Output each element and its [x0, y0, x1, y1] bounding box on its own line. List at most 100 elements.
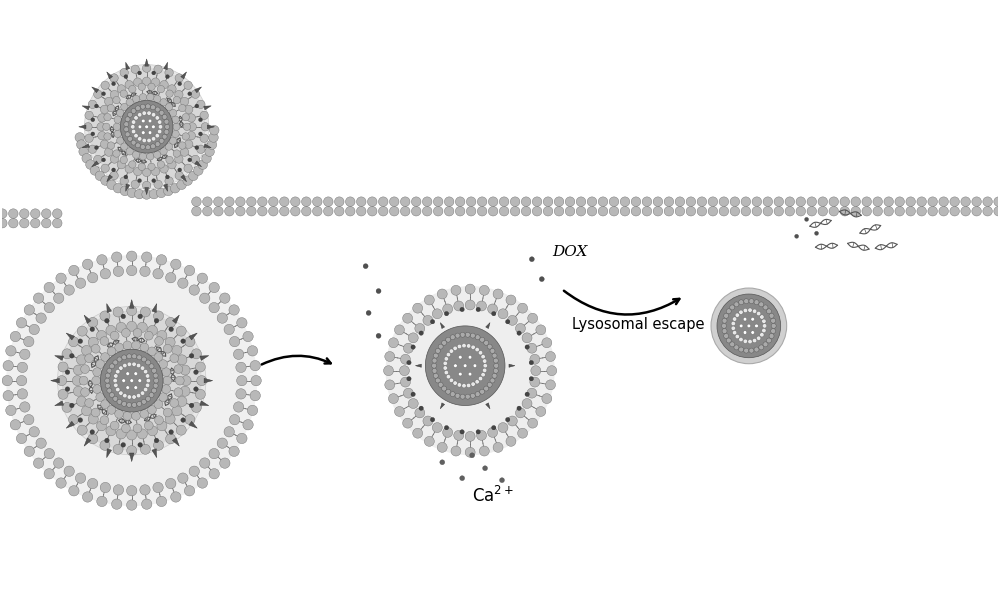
Circle shape	[152, 178, 156, 183]
Circle shape	[117, 160, 126, 169]
Circle shape	[457, 383, 462, 387]
Circle shape	[763, 305, 768, 310]
Circle shape	[168, 85, 176, 93]
Circle shape	[250, 391, 260, 401]
Circle shape	[465, 394, 470, 399]
Circle shape	[140, 409, 149, 418]
Circle shape	[620, 206, 630, 216]
Circle shape	[490, 378, 495, 383]
Circle shape	[138, 125, 142, 129]
Circle shape	[527, 388, 537, 398]
Circle shape	[115, 343, 123, 352]
Circle shape	[460, 430, 464, 434]
Circle shape	[493, 289, 503, 299]
Circle shape	[664, 197, 674, 206]
Circle shape	[482, 359, 487, 363]
Circle shape	[419, 406, 423, 410]
Circle shape	[774, 197, 784, 206]
Circle shape	[155, 116, 159, 120]
Circle shape	[403, 343, 413, 353]
Circle shape	[576, 206, 586, 216]
Circle shape	[751, 331, 754, 334]
Circle shape	[132, 341, 140, 350]
Circle shape	[247, 405, 258, 415]
Circle shape	[132, 354, 137, 359]
Circle shape	[884, 197, 893, 206]
Circle shape	[170, 183, 180, 193]
Circle shape	[147, 94, 154, 101]
Circle shape	[744, 348, 749, 353]
Circle shape	[121, 314, 126, 319]
Circle shape	[110, 155, 119, 163]
Circle shape	[109, 364, 114, 369]
Circle shape	[134, 78, 142, 87]
Circle shape	[476, 430, 480, 434]
Circle shape	[950, 206, 959, 216]
Circle shape	[195, 145, 199, 150]
Polygon shape	[509, 364, 515, 367]
Circle shape	[24, 305, 34, 315]
Circle shape	[97, 496, 107, 507]
Circle shape	[807, 206, 817, 216]
Circle shape	[113, 266, 124, 276]
Circle shape	[466, 344, 471, 348]
Circle shape	[906, 197, 915, 206]
Circle shape	[917, 206, 926, 216]
Circle shape	[487, 344, 492, 349]
Circle shape	[724, 334, 729, 338]
Circle shape	[521, 197, 531, 206]
Circle shape	[117, 399, 122, 404]
Circle shape	[438, 344, 443, 349]
Circle shape	[29, 325, 39, 335]
Circle shape	[196, 137, 205, 146]
Circle shape	[188, 92, 192, 96]
Circle shape	[151, 112, 156, 117]
Circle shape	[236, 389, 246, 399]
Circle shape	[94, 155, 102, 163]
Circle shape	[536, 406, 546, 416]
Circle shape	[542, 394, 552, 403]
Circle shape	[147, 153, 154, 160]
Circle shape	[100, 269, 111, 279]
Circle shape	[972, 206, 981, 216]
Circle shape	[125, 132, 130, 137]
Circle shape	[157, 421, 167, 431]
Circle shape	[173, 150, 180, 157]
Circle shape	[175, 155, 183, 163]
Polygon shape	[152, 304, 157, 313]
Circle shape	[136, 177, 145, 187]
Circle shape	[148, 177, 157, 187]
Circle shape	[144, 421, 153, 430]
Circle shape	[481, 373, 485, 377]
Circle shape	[450, 335, 455, 340]
Circle shape	[130, 379, 134, 382]
Circle shape	[482, 368, 487, 373]
Circle shape	[179, 142, 186, 149]
Polygon shape	[486, 323, 490, 329]
Circle shape	[394, 406, 404, 416]
Circle shape	[388, 338, 398, 348]
Circle shape	[732, 331, 737, 335]
Polygon shape	[486, 403, 490, 409]
Circle shape	[487, 382, 492, 387]
Circle shape	[6, 405, 16, 415]
Circle shape	[528, 418, 538, 428]
Circle shape	[389, 197, 399, 206]
Circle shape	[250, 361, 260, 371]
Circle shape	[483, 364, 487, 368]
Circle shape	[41, 218, 51, 228]
Circle shape	[829, 197, 839, 206]
Circle shape	[127, 362, 132, 367]
Circle shape	[157, 331, 167, 340]
Circle shape	[481, 355, 485, 359]
Circle shape	[146, 360, 151, 365]
Circle shape	[766, 309, 771, 314]
Circle shape	[132, 412, 140, 420]
Circle shape	[100, 349, 163, 412]
Circle shape	[492, 426, 496, 430]
Circle shape	[408, 398, 418, 409]
Circle shape	[458, 355, 462, 359]
Circle shape	[752, 338, 757, 343]
Circle shape	[154, 96, 161, 103]
Circle shape	[98, 114, 106, 122]
